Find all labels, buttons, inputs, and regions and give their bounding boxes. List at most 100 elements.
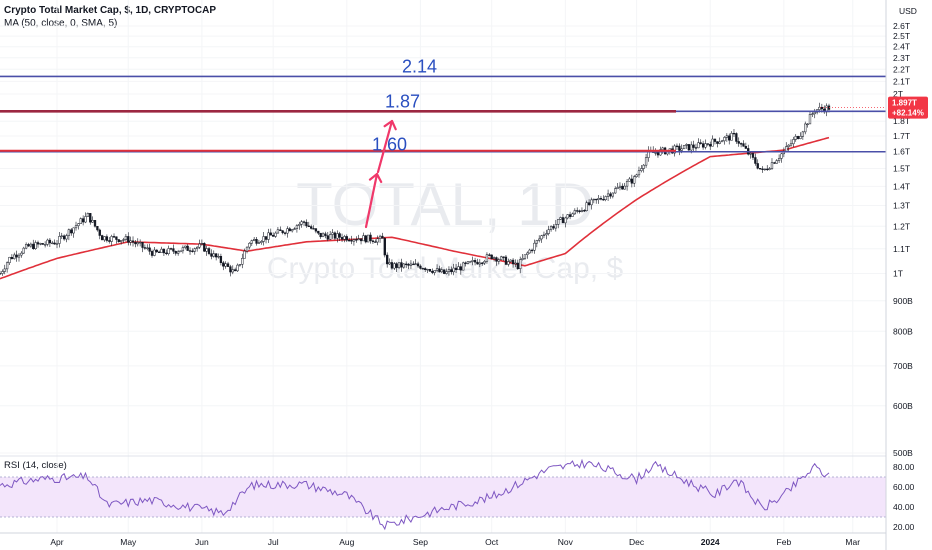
candle	[606, 189, 610, 201]
candle	[207, 246, 211, 256]
candle	[823, 105, 826, 114]
candle	[53, 239, 56, 245]
candle	[103, 236, 106, 242]
candle	[236, 263, 239, 273]
rsi-tick-label: 40.00	[893, 502, 915, 512]
candle	[547, 225, 550, 236]
candle	[219, 253, 223, 266]
candle	[324, 231, 327, 239]
ma-indicator-label[interactable]: MA (50, close, 0, SMA, 5)	[4, 18, 118, 29]
candle	[348, 237, 351, 242]
candle	[481, 261, 484, 266]
candle	[279, 226, 282, 231]
candle	[554, 219, 557, 232]
candle	[217, 253, 220, 259]
candle	[198, 239, 201, 249]
candle	[713, 138, 717, 145]
rsi-axis[interactable]: 80.00 60.00 40.00 20.00	[893, 462, 915, 532]
candle	[10, 254, 14, 260]
candle	[267, 228, 270, 244]
candle	[229, 264, 232, 277]
candle	[338, 231, 341, 242]
candle	[191, 248, 194, 253]
candle	[393, 262, 396, 271]
candle	[89, 213, 92, 225]
candle	[656, 152, 660, 158]
price-tick-label: 1.5T	[893, 163, 910, 173]
candle	[723, 136, 726, 145]
price-axis[interactable]: 2.6T2.5T2.4T2.3T2.2T 2.1T 2T 1.8T 1.7T 1.6T 1.…	[893, 21, 913, 458]
candle	[72, 227, 75, 238]
candle	[276, 226, 280, 234]
candle	[286, 226, 289, 238]
candle	[502, 256, 505, 261]
candle	[350, 235, 353, 245]
candle	[599, 195, 603, 201]
candle	[725, 133, 729, 142]
candle	[775, 159, 778, 164]
candle	[343, 234, 346, 243]
price-tick-label: 1.6T	[893, 147, 910, 157]
candle	[58, 232, 61, 248]
candle	[405, 261, 408, 269]
candle	[426, 268, 429, 273]
candle	[257, 239, 261, 244]
candle	[169, 247, 173, 251]
price-tick-label: 1.7T	[893, 131, 910, 141]
price-tick-label: 1.4T	[893, 181, 910, 191]
candle	[462, 261, 465, 271]
candle	[521, 254, 524, 261]
candle	[490, 254, 493, 260]
candle	[642, 163, 645, 173]
candle	[238, 264, 242, 267]
rsi-band	[0, 477, 886, 517]
candle	[647, 146, 650, 162]
candle	[618, 182, 622, 191]
candle	[597, 194, 600, 204]
candle	[22, 246, 25, 254]
candle	[728, 133, 731, 145]
candle	[758, 168, 762, 170]
candle	[535, 239, 538, 248]
candle	[281, 230, 284, 235]
price-tick-label: 1.2T	[893, 221, 910, 231]
candle	[552, 224, 555, 231]
candle	[378, 234, 382, 243]
price-tick-label: 1.1T	[893, 244, 910, 254]
candle	[761, 166, 764, 173]
candle	[39, 242, 42, 246]
candle	[32, 239, 35, 250]
candle	[780, 152, 783, 163]
candle	[148, 243, 151, 255]
candle	[108, 237, 111, 244]
candle	[623, 182, 626, 190]
candle	[633, 174, 636, 187]
candle	[243, 248, 246, 259]
candle	[331, 229, 334, 239]
currency-label[interactable]: USD	[899, 6, 917, 16]
candle	[115, 236, 118, 244]
candle	[464, 261, 467, 267]
price-tick-label: 2.1T	[893, 76, 910, 86]
candle	[136, 238, 139, 247]
candle	[440, 267, 443, 274]
candle	[212, 250, 215, 258]
candle	[65, 233, 68, 243]
candle	[414, 259, 417, 266]
candle	[122, 237, 125, 243]
candle	[694, 143, 698, 152]
time-axis[interactable]: Apr May Jun Jul Aug Sep Oct Nov Dec 2024 Feb Mar	[50, 537, 860, 547]
candle	[616, 183, 619, 190]
candle	[96, 225, 99, 232]
candle	[720, 139, 724, 143]
candle	[172, 244, 175, 254]
candle	[310, 224, 313, 230]
candle	[611, 192, 614, 199]
candle	[222, 260, 225, 271]
time-tick-label: Jun	[195, 537, 209, 547]
candle	[100, 234, 104, 241]
candle	[383, 236, 386, 258]
candle	[706, 143, 709, 147]
rsi-indicator-label[interactable]: RSI (14, close)	[4, 460, 67, 471]
